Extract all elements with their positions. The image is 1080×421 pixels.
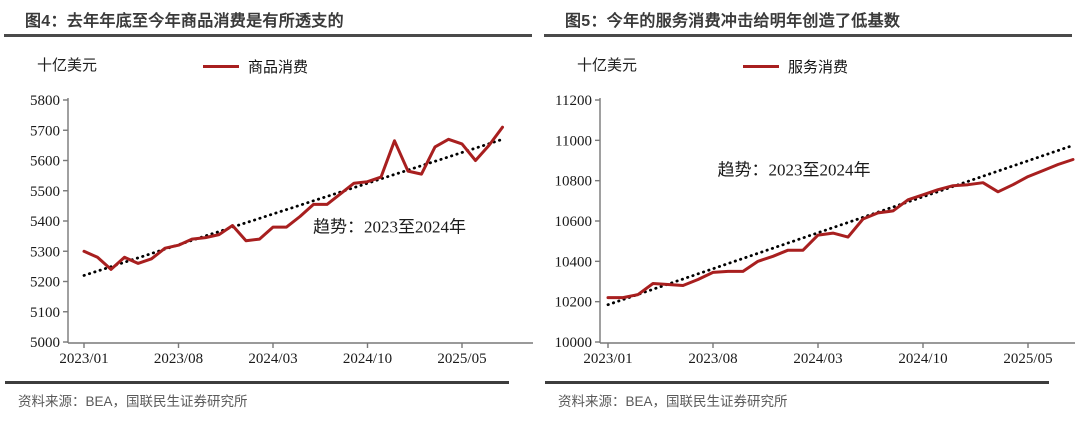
figure5-panel: 图5：今年的服务消费冲击给明年创造了低基数 十亿美元 服务消费 11200 110… (540, 0, 1080, 421)
svg-text:2025/05: 2025/05 (1003, 351, 1052, 367)
legend-line-swatch-icon (203, 65, 239, 68)
svg-text:2024/03: 2024/03 (248, 351, 297, 367)
svg-text:11200: 11200 (555, 93, 592, 109)
svg-text:5700: 5700 (30, 123, 60, 139)
source-note: 资料来源：BEA，国联民生证券研究所 (5, 381, 509, 410)
svg-text:5800: 5800 (30, 93, 60, 109)
svg-text:5000: 5000 (30, 335, 60, 351)
svg-text:5200: 5200 (30, 275, 60, 291)
figure-title: 图5：今年的服务消费冲击给明年创造了低基数 (544, 5, 1072, 37)
svg-text:2023/01: 2023/01 (583, 351, 632, 367)
svg-text:5300: 5300 (30, 244, 60, 260)
svg-text:5400: 5400 (30, 214, 60, 230)
services-consumption-line-chart: 112001100010800106001040010200100002023/… (555, 93, 1075, 367)
svg-text:2024/03: 2024/03 (793, 351, 842, 367)
figure-title: 图4：去年年底至今年商品消费是有所透支的 (4, 5, 532, 37)
svg-text:2023/01: 2023/01 (59, 351, 108, 367)
legend-line-swatch-icon (743, 65, 779, 68)
legend: 服务消费 (743, 56, 848, 77)
y-axis-unit-label: 十亿美元 (577, 58, 638, 74)
svg-text:趋势：2023至2024年: 趋势：2023至2024年 (718, 160, 871, 179)
svg-text:2023/08: 2023/08 (688, 351, 737, 367)
svg-text:2025/05: 2025/05 (437, 351, 486, 367)
legend-label: 服务消费 (788, 60, 849, 76)
svg-text:趋势：2023至2024年: 趋势：2023至2024年 (313, 217, 466, 236)
source-note: 资料来源：BEA，国联民生证券研究所 (545, 381, 1049, 410)
svg-text:10400: 10400 (555, 254, 593, 270)
goods-consumption-line-chart: 5800570056005500540053005200510050002023… (30, 93, 533, 367)
svg-text:10800: 10800 (555, 174, 593, 190)
svg-text:10600: 10600 (555, 214, 593, 230)
svg-text:5100: 5100 (30, 305, 60, 321)
y-axis-unit-label: 十亿美元 (37, 58, 98, 74)
svg-text:5500: 5500 (30, 184, 60, 200)
legend: 商品消费 (203, 56, 308, 77)
legend-label: 商品消费 (248, 60, 309, 76)
svg-text:5600: 5600 (30, 154, 60, 170)
svg-text:11000: 11000 (555, 133, 592, 149)
figure4-panel: 图4：去年年底至今年商品消费是有所透支的 十亿美元 商品消费 5800 5700 5… (4, 5, 533, 410)
svg-text:2024/10: 2024/10 (343, 351, 392, 367)
svg-text:10000: 10000 (555, 335, 593, 351)
svg-text:2024/10: 2024/10 (898, 351, 947, 367)
svg-text:10200: 10200 (555, 295, 593, 311)
svg-text:2023/08: 2023/08 (154, 351, 203, 367)
